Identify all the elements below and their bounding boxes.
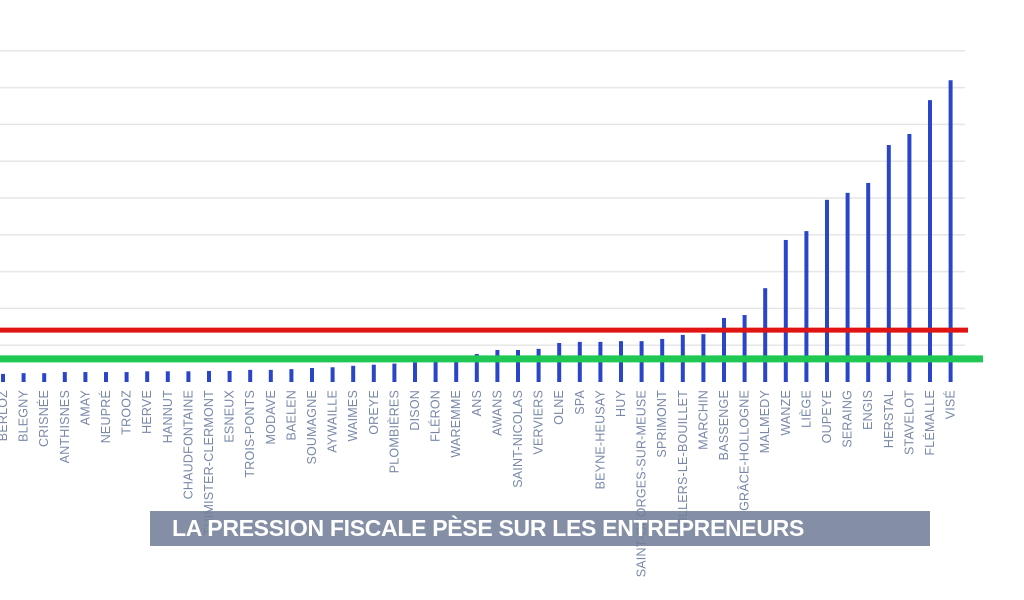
bar [557,342,562,382]
x-tick-label: WAIMES [346,390,360,441]
x-tick-label: VILLERS-LE-BOUILLET [676,390,690,529]
bar [330,367,335,382]
bar [21,373,26,382]
x-tick-label: AMAY [78,390,92,426]
x-tick-label: WAREMME [449,390,463,458]
bar [62,372,67,382]
x-tick-label: SOUMAGNE [305,390,319,465]
x-tick-label: HERSTAL [882,390,896,448]
bar [413,362,417,382]
x-tick-label: ESNEUX [223,390,237,443]
bar [825,199,829,382]
bar [104,372,108,382]
x-tick-label: MALMEDY [758,390,772,454]
x-tick-label: TROIS-PONTS [243,390,257,478]
bar [948,80,953,383]
caption-text: LA PRESSION FISCALE PÈSE SUR LES ENTREPR… [172,515,805,541]
x-tick-label: DISON [408,390,422,431]
x-tick-label: BERLOZ [0,390,10,441]
x-tick-label: LIÈGE [798,390,813,428]
bar [454,359,459,382]
caption-banner: LA PRESSION FISCALE PÈSE SUR LES ENTREPR… [150,511,930,546]
gridlines [0,50,965,346]
x-tick-label: ENGIS [861,390,875,430]
x-tick-label: SERAING [841,390,855,448]
bar [804,231,809,382]
bars [1,80,953,383]
x-tick-label: OLNE [552,390,566,425]
x-tick-label: CRISNÉE [36,390,51,447]
bar [42,373,47,382]
x-tick-label: VISÉ [943,390,958,419]
x-tick-label: HUY [614,390,628,417]
x-tick-label: AYWAILLE [326,390,340,453]
x-tick-label: STAVELOT [902,390,916,455]
x-tick-label: HERVE [140,390,154,434]
bar [310,368,314,382]
x-tick-label: NEUPRÉ [98,390,113,443]
x-tick-label: HANNUT [161,390,175,443]
x-tick-labels: BERLOZ BLEGNY CRISNÉE ANTHISNES AMAY NEUPRÉ TR… [0,390,958,578]
bar [371,364,376,382]
bar [433,361,438,382]
bar [289,369,294,382]
bar [495,349,500,382]
x-tick-label: ANS [470,390,484,416]
x-tick-label: FLÉRON [428,390,443,442]
bar [165,371,170,382]
x-tick-label: OUPEYE [820,390,834,443]
x-tick-label: BAELEN [284,390,298,441]
x-tick-label: AWANS [490,390,504,436]
x-tick-label: BEYNE-HEUSAY [593,390,607,490]
bar [886,145,891,382]
x-tick-label: FLÉMALLE [922,390,937,456]
bar [907,133,912,382]
x-tick-label: TROOZ [120,390,134,435]
bar [1,373,5,382]
bar [351,365,356,382]
bar [474,354,479,382]
x-tick-label: SAINT-NICOLAS [511,390,525,488]
x-tick-label: MODAVE [264,390,278,444]
x-tick-label: WANZE [779,390,793,436]
bar [227,370,232,382]
bar [124,372,129,382]
x-tick-label: OREYE [367,390,381,435]
x-tick-label: PLOMBIÈRES [386,390,401,473]
bar [516,349,520,382]
x-tick-label: MARCHIN [696,390,710,450]
x-tick-label: SPRIMONT [655,390,669,458]
bar [763,288,768,382]
bar [783,239,788,382]
bar [186,371,191,382]
x-tick-label: VERVIERS [532,390,546,455]
x-tick-label: THIMISTER-CLERMONT [202,390,216,535]
bar [268,369,273,382]
bar [845,192,850,382]
bar [83,372,88,382]
reference-lines [0,327,983,363]
bar [207,370,211,382]
x-tick-label: ANTHISNES [58,390,72,463]
x-tick-label: BASSENGE [717,390,731,460]
bar [928,100,932,382]
bar [145,371,150,382]
x-tick-label: BLEGNY [17,390,31,442]
bar [722,317,726,382]
x-tick-label: GRÂCE-HOLLOGNE [737,390,752,511]
bar [866,182,871,382]
x-tick-label: CHAUDFONTAINE [181,390,195,499]
bar [248,369,253,382]
bar [392,363,397,382]
bar [536,348,541,382]
bar [742,315,747,382]
x-tick-label: SAINT-GEORGES-SUR-MEUSE [635,390,649,577]
x-tick-label: SPA [573,390,587,415]
